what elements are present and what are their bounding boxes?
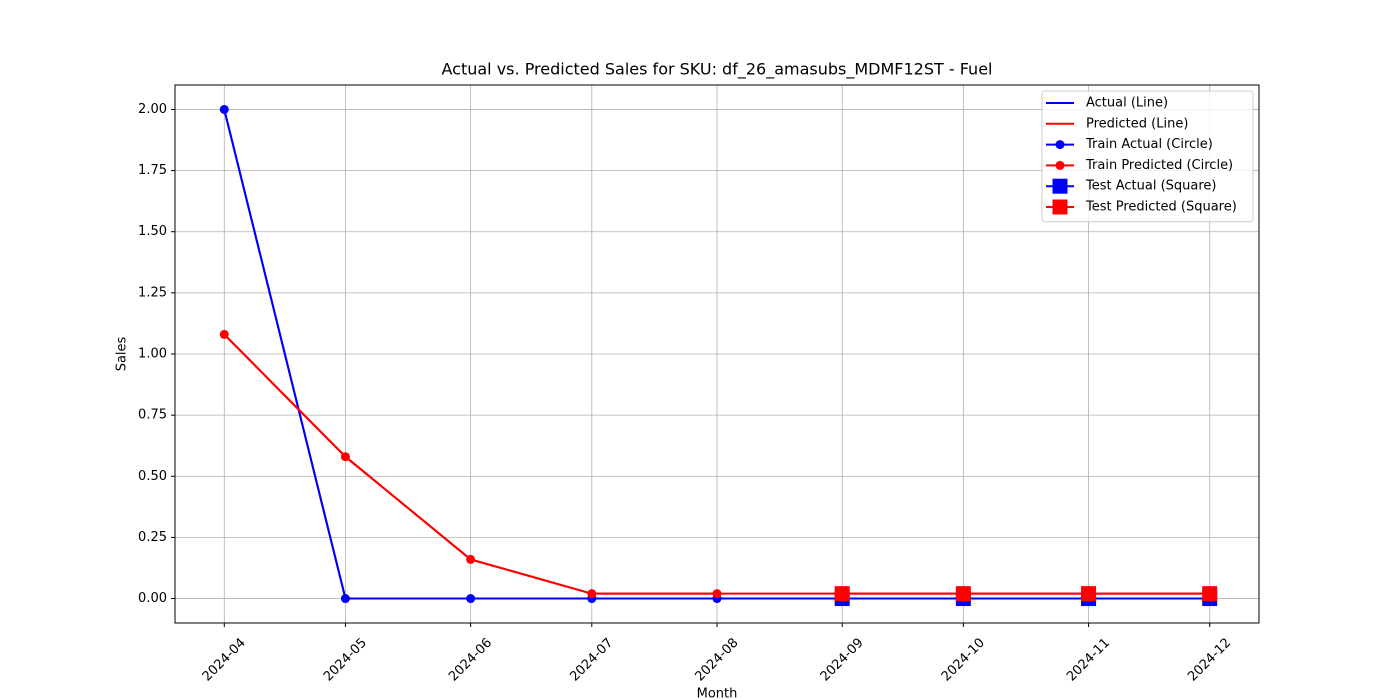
y-tick-label: 0.75 xyxy=(138,408,167,423)
y-tick-label: 0.50 xyxy=(138,469,167,484)
x-axis-label: Month xyxy=(697,687,738,700)
legend-box xyxy=(1041,90,1254,223)
point xyxy=(466,594,476,604)
legend-label: Train Actual (Circle) xyxy=(1085,137,1213,152)
point xyxy=(340,594,350,604)
point xyxy=(955,586,971,602)
y-tick-label: 2.00 xyxy=(138,102,167,117)
y-tick-label: 1.25 xyxy=(138,285,167,300)
point xyxy=(219,329,229,339)
legend-label: Train Predicted (Circle) xyxy=(1085,158,1233,173)
y-tick-label: 0.00 xyxy=(138,591,167,606)
point xyxy=(1081,586,1097,602)
y-tick-label: 1.00 xyxy=(138,347,167,362)
y-tick-label: 1.75 xyxy=(138,163,167,178)
legend-label: Actual (Line) xyxy=(1086,96,1168,111)
point xyxy=(219,104,229,114)
point xyxy=(1052,199,1068,215)
chart-title: Actual vs. Predicted Sales for SKU: df_2… xyxy=(442,60,993,80)
y-axis-label: Sales xyxy=(115,336,130,371)
legend-label: Test Predicted (Square) xyxy=(1085,200,1237,215)
point xyxy=(1055,160,1065,170)
legend-label: Predicted (Line) xyxy=(1086,116,1188,131)
y-tick-label: 1.50 xyxy=(138,224,167,239)
point xyxy=(1052,178,1068,194)
axes-frame xyxy=(174,84,1260,624)
legend-label: Test Actual (Square) xyxy=(1085,179,1217,194)
point xyxy=(340,452,350,462)
point xyxy=(1055,140,1065,150)
point xyxy=(1202,586,1218,602)
point xyxy=(466,554,476,564)
y-tick-label: 0.25 xyxy=(138,530,167,545)
point xyxy=(587,589,597,599)
plot-area xyxy=(219,104,1218,607)
point xyxy=(834,586,850,602)
point xyxy=(712,589,722,599)
legend: Actual (Line) Predicted (Line) Train Actua… xyxy=(1041,90,1254,223)
